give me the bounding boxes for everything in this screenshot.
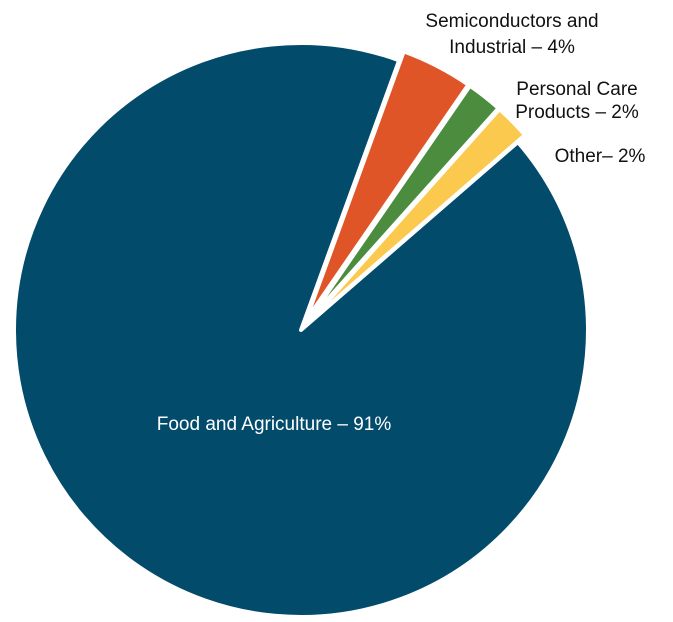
slice-label-2: Other– 2% bbox=[555, 146, 646, 167]
slice-label-0-line-0: Semiconductors and bbox=[425, 11, 598, 32]
pie-slice-3 bbox=[12, 41, 590, 619]
slice-label-1-line-1: Products – 2% bbox=[515, 102, 639, 123]
slice-label-2-line-0: Other– 2% bbox=[555, 146, 646, 167]
slice-label-3-line-0: Food and Agriculture – 91% bbox=[157, 414, 392, 435]
slice-label-0: Semiconductors and Industrial – 4% bbox=[425, 11, 598, 58]
slice-label-0-line-1: Industrial – 4% bbox=[449, 37, 575, 58]
slice-label-3: Food and Agriculture – 91% bbox=[157, 414, 392, 435]
slice-label-1-line-0: Personal Care bbox=[516, 79, 637, 100]
slice-label-1: Personal Care Products – 2% bbox=[515, 79, 639, 123]
pie-slice-2 bbox=[306, 107, 528, 325]
